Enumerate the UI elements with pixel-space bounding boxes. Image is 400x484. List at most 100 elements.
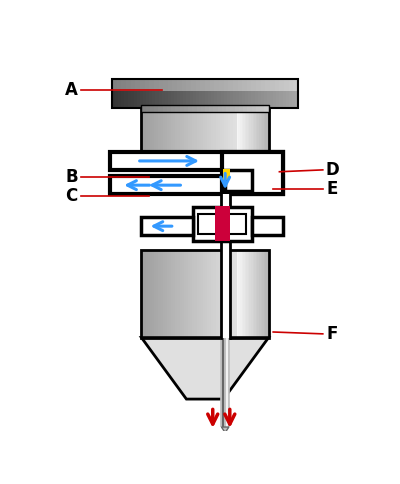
Bar	[252, 108, 254, 163]
Bar	[245, 250, 247, 338]
Bar	[146, 108, 148, 163]
Bar	[182, 78, 187, 91]
Bar	[216, 108, 218, 163]
Bar	[188, 108, 190, 163]
Bar	[148, 108, 150, 163]
Bar	[237, 250, 239, 338]
Bar	[252, 78, 255, 108]
Bar	[254, 250, 256, 338]
Bar	[235, 105, 239, 112]
Bar	[264, 108, 267, 163]
Bar	[252, 78, 256, 91]
Bar	[137, 78, 140, 108]
Bar	[149, 78, 153, 108]
Bar	[211, 250, 214, 338]
Bar	[160, 250, 163, 338]
Bar	[210, 78, 215, 91]
Bar	[199, 108, 201, 163]
Bar	[167, 108, 169, 163]
Bar	[226, 105, 231, 112]
Bar	[165, 108, 167, 163]
Bar	[219, 78, 224, 91]
Bar	[167, 250, 169, 338]
Bar	[238, 78, 242, 91]
Bar	[273, 78, 277, 108]
Bar	[184, 108, 186, 163]
Bar	[259, 250, 261, 338]
Bar	[112, 78, 117, 91]
Bar	[201, 108, 203, 163]
Bar	[154, 78, 159, 91]
Bar	[261, 78, 266, 91]
Bar	[214, 78, 218, 108]
Bar	[131, 78, 136, 91]
Bar	[256, 105, 260, 112]
Bar	[152, 108, 154, 163]
Bar	[177, 78, 180, 108]
Bar	[224, 250, 226, 338]
Bar	[243, 250, 245, 338]
Bar	[169, 250, 172, 338]
Bar	[228, 250, 231, 338]
Bar	[152, 250, 154, 338]
Bar	[266, 250, 269, 338]
Bar	[205, 78, 208, 108]
Bar	[259, 108, 261, 163]
Bar	[264, 78, 267, 108]
Bar	[266, 78, 270, 91]
Bar	[156, 250, 159, 338]
Bar	[143, 78, 146, 108]
Bar	[196, 78, 199, 108]
Bar	[250, 108, 252, 163]
Bar	[222, 250, 224, 338]
Bar	[193, 207, 252, 241]
Bar	[191, 78, 196, 91]
Bar	[140, 78, 145, 91]
Bar	[270, 78, 274, 108]
Bar	[242, 78, 246, 108]
Bar	[265, 108, 267, 163]
Bar	[163, 105, 167, 112]
Bar	[215, 206, 230, 242]
Bar	[202, 78, 205, 108]
Bar	[245, 108, 247, 163]
Bar	[245, 78, 249, 108]
Bar	[160, 108, 163, 163]
Bar	[131, 78, 134, 108]
Bar	[171, 105, 176, 112]
Bar	[264, 108, 266, 163]
Bar	[198, 214, 246, 234]
Bar	[250, 250, 252, 338]
Bar	[242, 108, 244, 163]
Bar	[247, 78, 252, 91]
Bar	[245, 108, 248, 163]
Bar	[110, 152, 282, 195]
Bar	[156, 108, 159, 163]
Bar	[230, 105, 235, 112]
Bar	[171, 250, 174, 338]
Bar	[142, 105, 146, 112]
Bar	[186, 108, 188, 163]
Bar	[233, 78, 238, 91]
Bar	[233, 78, 236, 108]
Bar	[284, 78, 289, 91]
Bar	[182, 108, 184, 163]
Bar	[264, 105, 269, 112]
Bar	[292, 78, 295, 108]
Bar	[115, 78, 118, 108]
Bar	[260, 105, 265, 112]
Bar	[258, 250, 260, 338]
Bar	[243, 108, 246, 163]
Bar	[262, 108, 264, 163]
Bar	[214, 78, 219, 91]
Text: D: D	[325, 161, 339, 179]
Bar	[180, 78, 184, 108]
Bar	[265, 250, 267, 338]
Bar	[216, 250, 218, 338]
Bar	[209, 108, 212, 163]
Bar	[282, 78, 286, 108]
Bar	[184, 105, 188, 112]
Bar	[293, 78, 298, 91]
Bar	[240, 108, 242, 163]
Bar	[172, 78, 178, 91]
